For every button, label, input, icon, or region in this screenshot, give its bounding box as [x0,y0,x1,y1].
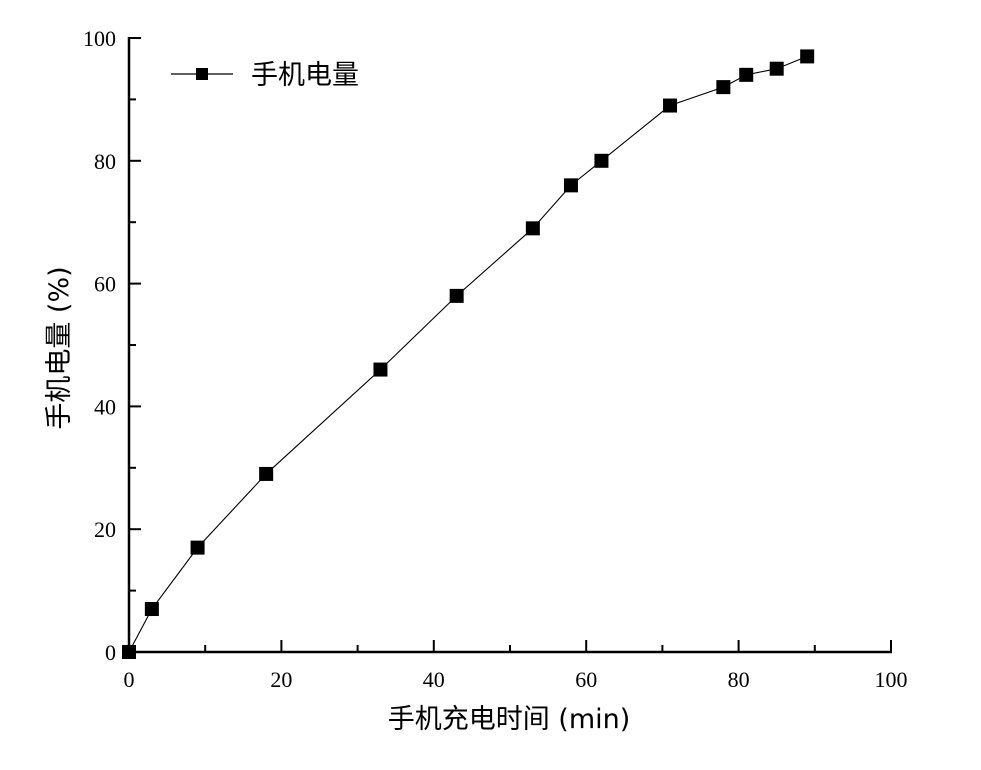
y-tick-label: 40 [94,394,116,419]
x-axis-title: 手机充电时间 (min) [388,704,631,735]
data-point-marker [449,288,464,303]
legend-marker-icon [196,68,208,80]
x-tick-label: 40 [423,667,445,692]
x-tick-label: 60 [575,667,597,692]
x-tick-label: 80 [728,667,750,692]
data-point-marker [144,602,159,617]
data-point-marker [525,221,540,236]
y-axis-title: 手机电量 (%) [44,266,75,429]
y-tick-label: 60 [94,272,116,297]
y-tick-label: 80 [94,149,116,174]
data-point-marker [122,645,136,659]
x-tick-label: 100 [875,667,908,692]
data-point-marker [716,80,731,95]
data-point-marker [800,49,815,64]
data-point-marker [259,466,274,481]
data-point-marker [769,61,784,76]
x-axis-ticks: 0 20 40 60 80 100 [124,640,908,692]
data-point-marker [373,362,388,377]
y-tick-label: 20 [94,517,116,542]
axes [127,37,892,654]
x-tick-label: 0 [124,667,135,692]
data-point-marker [739,67,754,82]
y-axis-ticks: 0 20 40 60 80 100 [83,26,141,665]
data-point-marker [563,178,578,193]
series-line [128,55,808,653]
y-tick-label: 0 [105,640,116,665]
data-series [122,49,815,659]
legend: 手机电量 [171,60,359,91]
data-point-marker [190,540,205,555]
legend-label: 手机电量 [251,60,359,91]
data-point-marker [594,153,609,168]
data-point-marker [663,98,678,113]
x-tick-label: 20 [270,667,292,692]
y-tick-label: 100 [83,26,116,51]
